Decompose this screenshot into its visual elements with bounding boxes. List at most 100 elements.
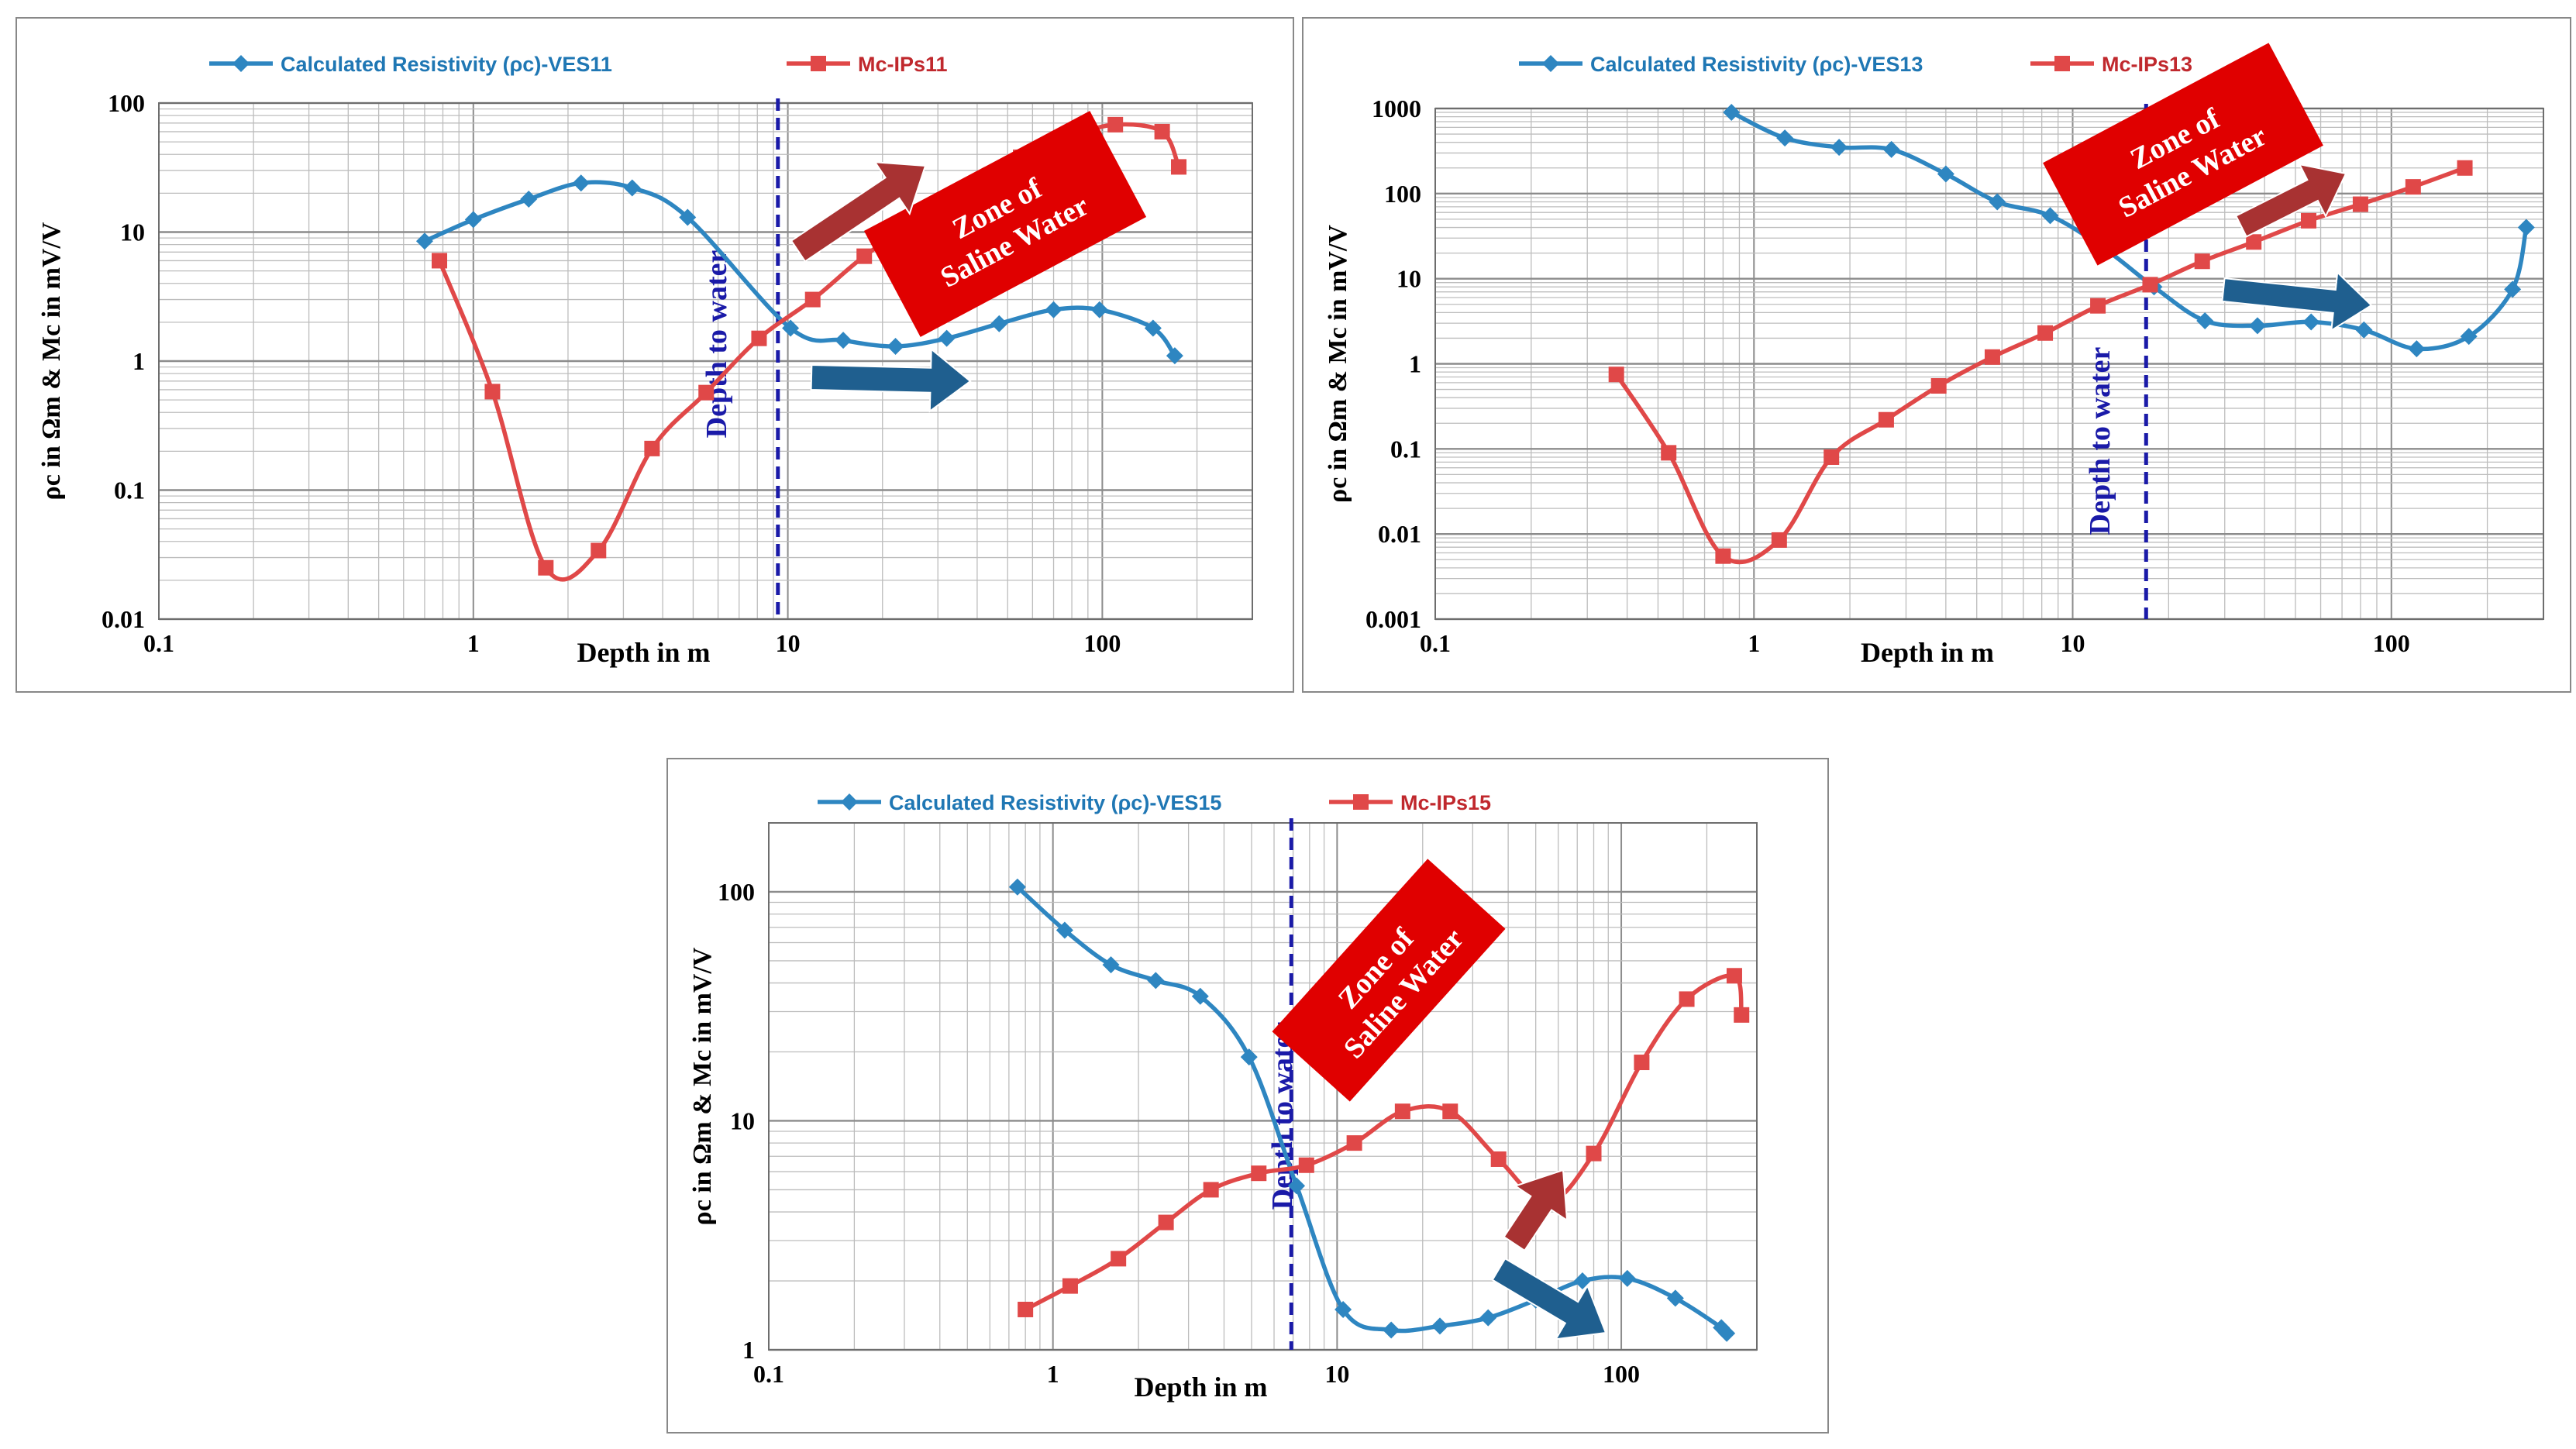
x-tick-label: 10: [1324, 1360, 1349, 1388]
resistivity-point: [1102, 956, 1120, 974]
mc-point: [804, 291, 821, 308]
resistivity-point: [1666, 1289, 1684, 1307]
x-tick-label: 0.1: [753, 1360, 784, 1388]
mc-point: [1111, 1251, 1127, 1267]
mc-point: [1346, 1135, 1362, 1151]
mc-point: [698, 384, 715, 401]
resistivity-point: [572, 174, 590, 192]
resistivity-point: [1045, 301, 1062, 318]
y-axis-label: ρc in Ωm & Mc in mV/V: [37, 222, 66, 500]
x-axis-label: Depth in m: [1861, 637, 1994, 668]
resistivity-point: [1056, 921, 1073, 939]
resistivity-point: [2504, 281, 2522, 298]
y-axis-label: ρc in Ωm & Mc in mV/V: [688, 947, 717, 1225]
zone-box: [2043, 43, 2323, 266]
resistivity-point: [1144, 319, 1162, 337]
resistivity-point: [1147, 972, 1165, 990]
mc-line: [1024, 973, 1744, 1312]
legend: Calculated Resistivity (ρc)-VES15 Mc-IPs1…: [818, 791, 1491, 814]
resistivity-point: [835, 332, 852, 349]
resistivity-point: [2408, 340, 2426, 358]
y-tick-label: 0.01: [1378, 520, 1421, 548]
x-tick-label: 1: [467, 629, 480, 657]
resistivity-point: [1383, 1321, 1400, 1339]
zone-box: [863, 111, 1147, 337]
mc-point: [2194, 253, 2210, 270]
resistivity-point: [1573, 1272, 1591, 1290]
x-tick-label: 0.1: [1420, 629, 1451, 657]
arrow-red: [2234, 163, 2347, 238]
y-tick-label: 10: [730, 1107, 755, 1134]
legend-resistivity: Calculated Resistivity (ρc)-VES15: [889, 791, 1221, 814]
chart-panel-ves11: 0.1 1 10 100 0.01 0.1 1 10 100 Depth in m ρc in Ωm…: [15, 17, 1294, 693]
resistivity-point: [1334, 1300, 1352, 1318]
resistivity-point: [1431, 1317, 1449, 1335]
plot-area: [768, 822, 1758, 1351]
legend-marker: [811, 56, 826, 71]
y-tick-label: 100: [108, 89, 145, 117]
mc-point: [1586, 1145, 1602, 1162]
chart-ves13: 0.1 1 10 100 0.001 0.01 0.1 1 10 100 1000 Depth in …: [1324, 43, 2544, 668]
resistivity-point: [1723, 104, 1741, 122]
mc-point: [1154, 123, 1170, 139]
resistivity-point: [1830, 139, 1848, 157]
resistivity-line: [423, 180, 1177, 357]
series-mc: [1608, 160, 2473, 565]
legend-mc: Mc-IPs15: [1400, 791, 1491, 814]
x-tick-label: 10: [776, 629, 801, 657]
x-axis-label: Depth in m: [577, 637, 710, 668]
legend-marker: [2054, 56, 2070, 71]
mc-point: [1984, 349, 2000, 365]
mc-point: [1734, 1007, 1750, 1023]
legend: Calculated Resistivity (ρc)-VES13 Mc-IPs1…: [1519, 53, 2192, 76]
mc-point: [1608, 367, 1624, 383]
arrow-blue: [2221, 270, 2373, 332]
depth-to-water-label: Depth to water: [2084, 347, 2116, 535]
legend: Calculated Resistivity (ρc)-VES11 Mc-IPs1…: [209, 53, 948, 76]
mc-point: [432, 253, 448, 269]
x-tick-label: 1: [1748, 629, 1760, 657]
resistivity-point: [1776, 129, 1794, 147]
legend-mc: Mc-IPs11: [858, 53, 948, 76]
y-tick-label: 10: [1396, 265, 1421, 293]
mc-point: [2090, 298, 2106, 314]
mc-point: [1930, 378, 1947, 394]
legend-resistivity: Calculated Resistivity (ρc)-VES13: [1590, 53, 1923, 76]
mc-point: [1442, 1103, 1458, 1120]
resistivity-point: [2196, 312, 2214, 330]
resistivity-point: [2460, 328, 2478, 346]
mc-point: [1878, 411, 1894, 428]
resistivity-point: [938, 329, 956, 347]
resistivity-point: [990, 315, 1008, 332]
chart-panel-ves15: 0.1 1 10 100 1 10 100 Depth in m ρc in Ωm & Mc i…: [666, 758, 1829, 1434]
mc-point: [1203, 1182, 1219, 1198]
resistivity-point: [1191, 987, 1209, 1005]
mc-point: [1490, 1151, 1507, 1167]
mc-point: [1679, 991, 1695, 1007]
mc-point: [1634, 1055, 1650, 1071]
mc-point: [1661, 445, 1677, 461]
mc-point: [1171, 159, 1187, 175]
mc-point: [1298, 1157, 1314, 1173]
y-tick-label: 0.1: [114, 477, 145, 504]
resistivity-point: [623, 179, 641, 197]
y-tick-label: 1: [742, 1336, 755, 1364]
y-tick-label: 0.1: [1390, 435, 1421, 463]
resistivity-point: [679, 208, 697, 226]
mc-point: [591, 542, 607, 559]
y-tick-label: 0.01: [102, 605, 145, 633]
resistivity-point: [1479, 1309, 1497, 1327]
mc-point: [1715, 548, 1731, 564]
y-axis-label: ρc in Ωm & Mc in mV/V: [1324, 225, 1352, 503]
resistivity-point: [1166, 347, 1183, 365]
mc-point: [484, 384, 501, 400]
resistivity-point: [1882, 140, 1900, 158]
depth-to-water-label: Depth to water: [701, 250, 733, 439]
mc-point: [2246, 234, 2262, 250]
mc-point: [644, 440, 660, 456]
chart-panel-ves13: 0.1 1 10 100 0.001 0.01 0.1 1 10 100 1000 Depth in …: [1302, 17, 2571, 693]
